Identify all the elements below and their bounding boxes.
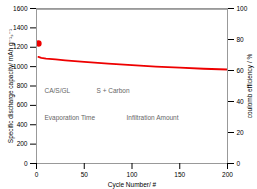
svg-text:150: 150 [174, 171, 185, 178]
svg-text:Specific discharge capacity/ m: Specific discharge capacity/ mAh g⁻¹ₛ⁻¹ [7, 28, 15, 143]
svg-text:0: 0 [237, 160, 241, 167]
svg-text:60: 60 [237, 67, 245, 74]
svg-text:800: 800 [17, 82, 28, 89]
svg-text:100: 100 [127, 171, 138, 178]
svg-text:Evaporation Time: Evaporation Time [45, 114, 96, 122]
svg-text:80: 80 [237, 36, 245, 43]
svg-text:1000: 1000 [13, 63, 28, 70]
svg-text:0: 0 [24, 160, 28, 167]
svg-text:40: 40 [237, 98, 245, 105]
svg-text:0: 0 [35, 171, 39, 178]
svg-text:CA/S/GL: CA/S/GL [45, 87, 71, 94]
svg-text:200: 200 [222, 171, 233, 178]
svg-text:1200: 1200 [13, 43, 28, 50]
svg-text:100: 100 [237, 5, 248, 12]
svg-text:400: 400 [17, 121, 28, 128]
svg-text:S + Carbon: S + Carbon [97, 87, 130, 94]
svg-text:coulomb efficiency / %: coulomb efficiency / % [246, 54, 254, 119]
svg-text:Infiltration Amount: Infiltration Amount [127, 114, 179, 121]
svg-text:200: 200 [17, 140, 28, 147]
svg-text:1600: 1600 [13, 5, 28, 12]
svg-text:20: 20 [237, 129, 245, 136]
svg-text:1400: 1400 [13, 24, 28, 31]
svg-text:600: 600 [17, 101, 28, 108]
svg-text:Cycle Number/ #: Cycle Number/ # [108, 181, 157, 189]
svg-text:50: 50 [81, 171, 89, 178]
